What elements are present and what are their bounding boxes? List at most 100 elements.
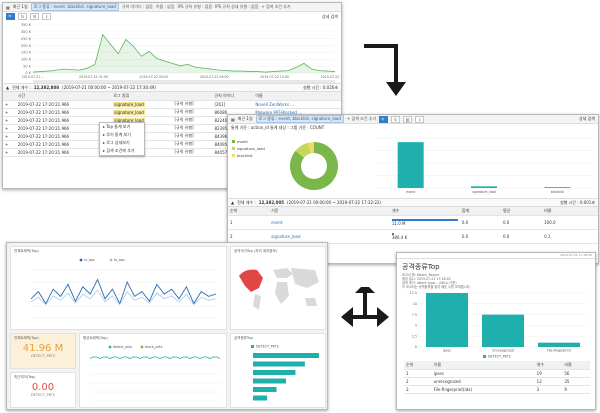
calendar-icon[interactable]: ▦ <box>6 4 10 10</box>
cell-name: File-fingerprint(idx) <box>431 385 535 394</box>
chart-type-icon[interactable]: ▥ <box>403 115 413 123</box>
detail-search-link[interactable]: 상세 검색 <box>579 116 595 121</box>
cell-sum: 0.0 <box>459 215 501 230</box>
y-tick-label: 0 <box>415 345 417 349</box>
add-filter-button[interactable]: + 검색 조건 추가 <box>346 116 377 121</box>
cell-count: 12 <box>534 377 563 386</box>
y-tick-label: 300 K <box>21 30 32 34</box>
series-line <box>30 278 217 305</box>
log-search-panel: ▦ 최근 1일 로그 종류 : event, blacklist, signat… <box>2 2 342 189</box>
row-expand-icon: + <box>3 148 16 157</box>
collapse-icon[interactable]: ▲ <box>6 85 10 90</box>
y-tick-label: 0 K <box>25 71 31 75</box>
filter-ips-detail[interactable]: IPS 규칙 상세 유형 : 없음 <box>215 4 259 9</box>
x-tick-label: 2019-07-22 09:00 <box>200 75 229 79</box>
filter-ips-type[interactable]: IPS 규칙 유형 : 없음 <box>177 4 213 9</box>
x-tick-label: 2019-07-21 ... <box>22 75 45 79</box>
map-region-europe <box>273 268 293 278</box>
filter-rule-id[interactable]: 규칙 아이디 : 없음 <box>121 4 153 9</box>
period-select[interactable]: 최근 1일 <box>237 116 253 121</box>
cell-name: Novell ZenWorks ... <box>253 100 341 109</box>
map-region-oceania <box>305 298 317 306</box>
cell-name: event <box>269 215 390 230</box>
search-button[interactable]: 🔍 <box>379 115 389 123</box>
period-select[interactable]: 최근 1일 <box>12 4 28 9</box>
kpi-card-1: 전체트래픽(Top) 41.96 M DETECT_PKTS <box>10 333 76 369</box>
checkbox-header <box>3 92 16 101</box>
log-type-filter[interactable]: 로그 종류 : event, blacklist, signature_load <box>30 3 119 11</box>
refresh-icon[interactable]: ↻ <box>391 115 401 123</box>
legend-swatch <box>232 147 235 150</box>
kpi-card-2: 최근피크(Top) 0.00 DETECT_PKTS <box>10 372 76 408</box>
log-type-tag[interactable]: signature_load <box>113 101 145 107</box>
context-menu-item[interactable]: ▸ 검색 조건에 추가 <box>103 148 135 153</box>
col-header-spacer <box>172 92 213 101</box>
map-region-americas <box>239 269 263 292</box>
add-filter-button[interactable]: + 검색 조건 추가 <box>261 4 291 9</box>
stats-table: 순위 기준 개수 합계 평균 비율 1 event 11.0 M 0.0 0.0 100.0 2 sig… <box>228 207 598 244</box>
refresh-icon[interactable]: ↻ <box>18 13 27 20</box>
cell-rule-type: [규칙 유형] <box>172 124 213 133</box>
cell-name: ipsec <box>431 369 535 378</box>
y-tick-label: 250 K <box>21 37 32 41</box>
series-line <box>32 33 336 73</box>
columns-icon[interactable]: ☰ <box>30 13 39 20</box>
stats-criteria-text: 통계 기준 : action_id 통계 대상 : 그룹 기준 : COUNT <box>231 125 325 130</box>
cell-rank: 2 <box>228 229 270 244</box>
table-row[interactable]: 1 event 11.0 M 0.0 0.0 100.0 <box>228 215 598 230</box>
cell-avg: 0.0 <box>500 215 543 230</box>
filter-name[interactable]: 이름 : 없음 <box>155 4 175 9</box>
collapse-icon[interactable]: ▲ <box>231 200 235 205</box>
exec-time: 실행 시간 : 0.026초 <box>302 84 338 90</box>
log-type-tag[interactable]: signature_load <box>113 109 145 115</box>
pie-slice <box>290 142 338 190</box>
spark-chart: detect_pkts block_pkts <box>89 345 221 402</box>
log-type-filter[interactable]: 로그 종류 : event, blacklist, signature_load <box>255 115 344 123</box>
bar <box>253 378 286 384</box>
context-menu: ▸ Top 통계 보기 ▸ 추이 통계 보기 ▸ 로그 상세보기 ▸ 검색 조건에 추… <box>99 122 145 156</box>
legend-label: block_pkts <box>145 345 163 349</box>
search-action-row: 🔍 ↻ ☰ ⇩ 상세 검색 <box>3 12 341 21</box>
x-tick-label: 2019-07-22 05:00 <box>139 75 168 79</box>
context-menu-item[interactable]: ▸ Top 통계 보기 <box>103 124 131 129</box>
y-tick-label: 150 K <box>21 51 32 55</box>
table-row: 2 unrecognized 12 35 <box>404 377 590 386</box>
cell-rule-type: [규칙 유형] <box>172 116 213 125</box>
cell-rule-type: [규칙 유형] <box>172 148 213 157</box>
row-expand-icon: + <box>3 116 16 125</box>
spark-card: 평균트래픽(Top) detect_pkts block_pkts <box>79 333 227 408</box>
context-menu-item[interactable]: ▸ 추이 통계 보기 <box>103 132 131 137</box>
cell-pct: 100.0 <box>542 215 598 230</box>
detail-search-link[interactable]: 상세 검색 <box>322 13 338 19</box>
context-menu-item[interactable]: ▸ 로그 상세보기 <box>103 140 130 145</box>
cell-log-type: signature_load <box>111 108 173 117</box>
arrow-bidirectional-icon <box>341 287 389 327</box>
log-type-tag[interactable]: signature_load <box>113 117 145 123</box>
x-tick-label: signature_load <box>472 190 495 194</box>
count-value: 386.4 K <box>391 234 408 240</box>
legend-dot <box>108 345 112 349</box>
map-region-asia <box>291 268 319 288</box>
calendar-icon[interactable]: ▦ <box>231 116 235 122</box>
cell-avg: 0.0 <box>500 229 543 244</box>
report-table: 순위 이름 개수 비율 1 ipsec 19 56 2 unrecognized 12 35 3 Fil… <box>404 361 590 394</box>
cell-rule-type: [규칙 유형] <box>172 100 213 109</box>
export-icon[interactable]: ⇩ <box>415 115 425 123</box>
count-value: 11.0 M <box>391 220 406 226</box>
table-row[interactable]: 2 signature_load 386.4 K 0.0 0.0 0.1 <box>228 229 598 244</box>
bar <box>253 395 268 401</box>
export-icon[interactable]: ⇩ <box>42 13 51 20</box>
cell-count: 386.4 K <box>389 229 460 244</box>
legend-label: tx_bps <box>114 258 125 262</box>
col-header: 합계 <box>459 207 501 216</box>
legend-label: blacklist <box>237 153 253 158</box>
search-button[interactable]: 🔍 <box>6 13 15 20</box>
y-tick-label: 2.5 <box>412 334 417 338</box>
kpi-value: 0.00 <box>31 382 55 393</box>
stats-panel: ▦ 최근 1일 로그 종류 : event, blacklist, signat… <box>227 114 599 264</box>
series-line <box>89 356 221 359</box>
legend-dot <box>79 258 83 262</box>
bar <box>253 353 319 358</box>
